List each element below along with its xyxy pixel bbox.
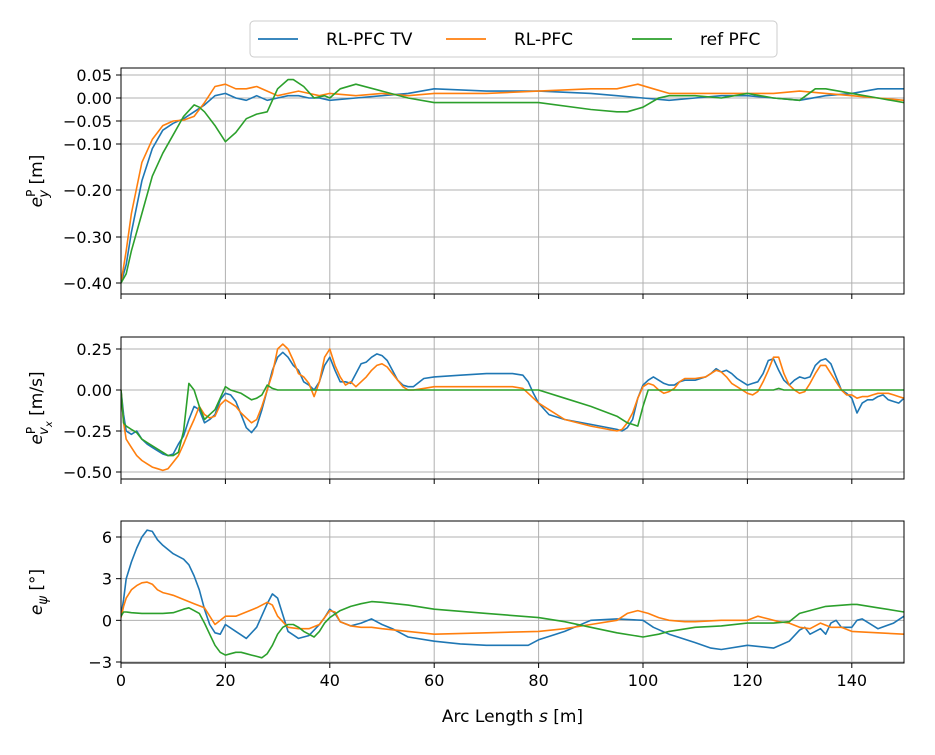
series-line-ref-pfc [121,78,904,284]
x-tick-label: 140 [837,671,868,690]
x-tick-label: 60 [424,671,444,690]
axes-frame [120,520,905,664]
y-axis-label: ePy [m] [24,155,52,208]
y-tick-label: 0.25 [76,340,112,359]
y-tick-label: 0.00 [76,381,112,400]
axes-frame [120,336,905,480]
y-tick-label: −0.20 [63,181,112,200]
y-tick-label: −0.30 [63,228,112,247]
x-tick-label: 0 [116,671,126,690]
x-tick-label: 20 [215,671,235,690]
y-tick-label: 0.05 [76,66,112,85]
series-line-rl-pfc-tv [121,529,904,651]
legend-label: RL-PFC TV [326,30,413,50]
y-tick-label: −0.40 [63,274,112,293]
y-tick-label: −0.50 [63,463,112,482]
y-tick-label: −0.25 [63,422,112,441]
panel-velocity-error: 0.25 0.00 −0.25 −0.50 ePvx [m/s] [24,336,905,484]
x-tick-label: 40 [320,671,340,690]
y-axis-label: eψ [°] [27,569,51,615]
series-line-rl-pfc-tv [121,351,904,457]
axes-frame [120,67,905,295]
series-line-rl-pfc-tv [121,88,904,284]
legend-label: ref PFC [700,30,760,50]
legend-box [249,20,778,58]
y-tick-label: 0.00 [76,89,112,108]
legend: RL-PFC TV RL-PFC ref PFC [249,20,778,58]
y-tick-label: 3 [102,570,112,589]
series-line-ref-pfc [121,600,904,659]
series-line-rl-pfc [121,83,904,284]
y-tick-label: −0.05 [63,112,112,131]
series-line-ref-pfc [121,382,904,457]
panel-lateral-error: 0.05 0.00 −0.05 −0.10 −0.20 −0.30 −0.40 ePy [m] [24,66,905,299]
x-tick-label: 100 [628,671,659,690]
x-tick-label: 120 [732,671,763,690]
y-tick-label: −0.10 [63,135,112,154]
x-axis-label: Arc Length s [m] [442,707,583,727]
series-line-rl-pfc [121,581,904,635]
series-line-rl-pfc [121,343,904,472]
x-tick-label: 80 [528,671,548,690]
y-tick-label: 6 [102,528,112,547]
y-tick-label: −3 [88,653,112,672]
legend-label: RL-PFC [514,30,573,50]
y-tick-label: 0 [102,611,112,630]
y-axis-label: ePvx [m/s] [24,371,55,444]
